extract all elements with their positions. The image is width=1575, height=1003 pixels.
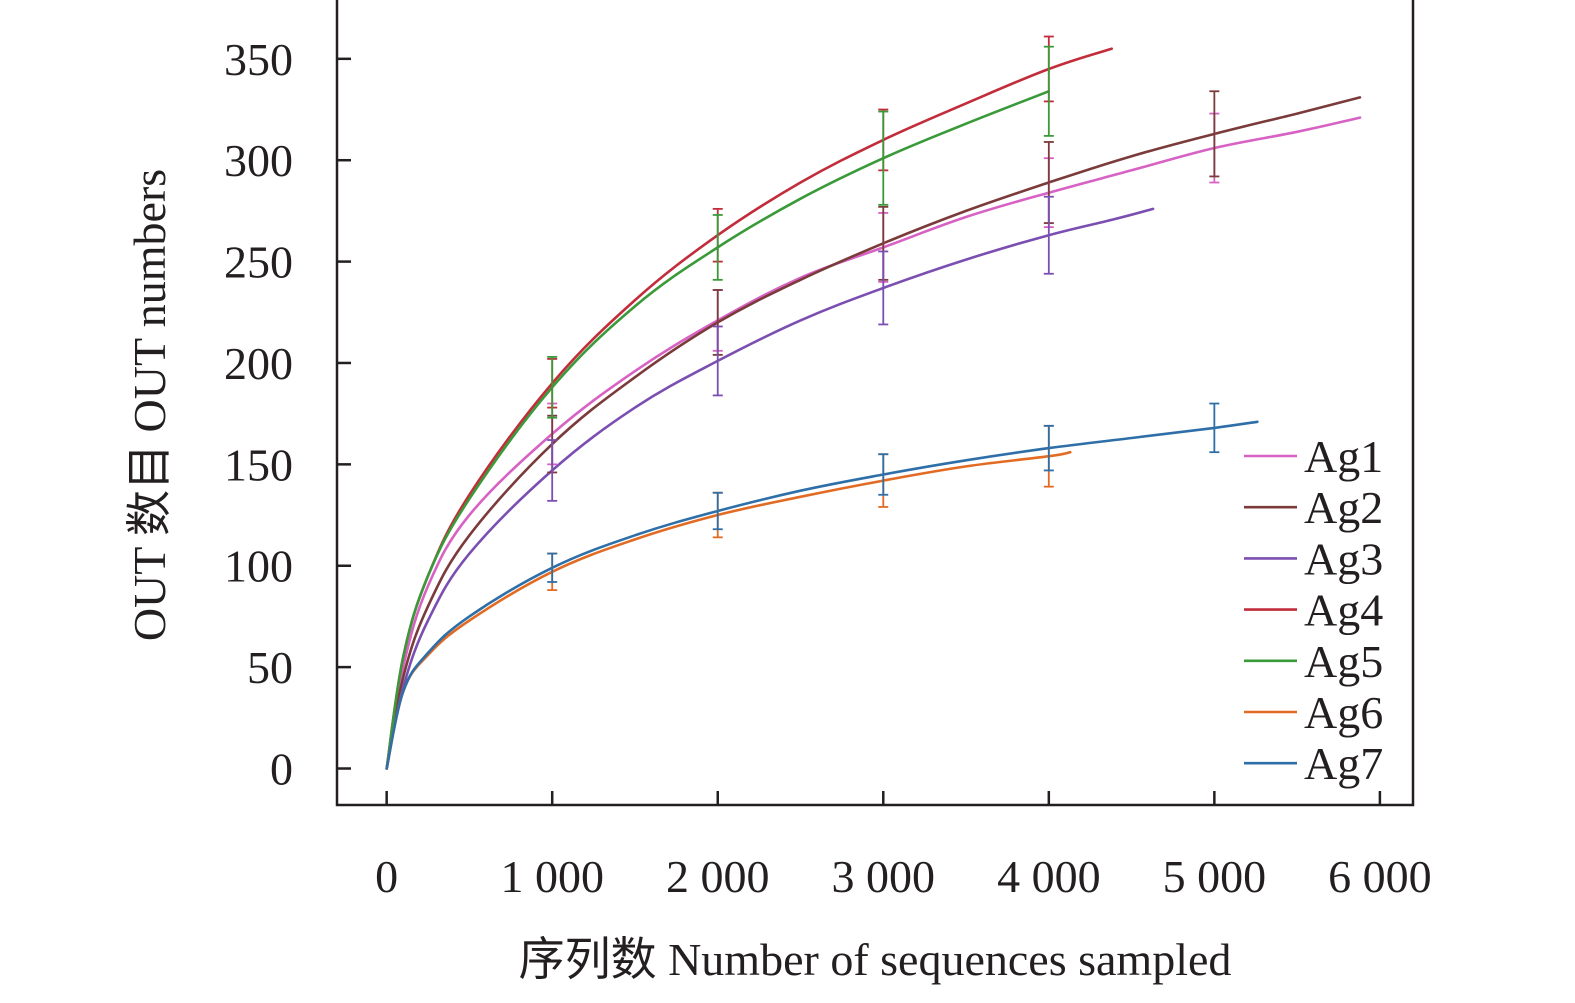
series-line-ag3 — [385, 207, 1155, 770]
y-tick-label: 150 — [224, 439, 293, 490]
x-tick-label: 0 — [375, 851, 398, 902]
series-line-ag1 — [385, 116, 1362, 770]
error-bar-ag7 — [1209, 402, 1220, 454]
legend-label: Ag5 — [1304, 636, 1383, 687]
error-bar-layer — [547, 35, 1220, 591]
x-tick-label: 5 000 — [1163, 851, 1267, 902]
error-bar-ag7 — [547, 552, 558, 583]
legend-label: Ag1 — [1304, 431, 1383, 482]
legend-item-ag5: Ag5 — [1244, 636, 1383, 687]
y-tick-label: 250 — [224, 237, 293, 288]
error-bar-ag5 — [547, 355, 558, 419]
x-tick-label: 3 000 — [832, 851, 936, 902]
x-tick-label: 6 000 — [1328, 851, 1432, 902]
error-bar-ag7 — [878, 453, 889, 496]
legend-label: Ag6 — [1304, 687, 1383, 738]
error-bar-ag5 — [712, 214, 723, 281]
legend-item-ag2: Ag2 — [1244, 482, 1383, 533]
tick-labels: 0 50 100 150 200 250 300 350 0 1 000 2 000 3 000 4 0… — [224, 34, 1432, 902]
error-bar-ag3 — [547, 439, 558, 502]
series-line-ag6 — [385, 450, 1072, 770]
y-tick-label: 350 — [224, 34, 293, 85]
legend-label: Ag3 — [1304, 533, 1383, 584]
error-bar-ag2 — [1209, 90, 1220, 178]
error-bar-ag5 — [1043, 45, 1054, 137]
series-layer — [385, 47, 1362, 770]
y-tick-label: 300 — [224, 135, 293, 186]
series-line-ag2 — [385, 96, 1362, 770]
error-bar-ag3 — [1043, 195, 1054, 275]
series-line-ag7 — [385, 420, 1259, 770]
error-bar-ag5 — [878, 110, 889, 206]
error-bar-ag3 — [878, 250, 889, 326]
legend-item-ag3: Ag3 — [1244, 533, 1383, 584]
legend-label: Ag2 — [1304, 482, 1383, 533]
series-line-ag5 — [385, 90, 1051, 770]
y-tick-label: 100 — [224, 541, 293, 592]
legend-label: Ag7 — [1304, 738, 1383, 789]
x-tick-label: 1 000 — [500, 851, 604, 902]
error-bar-ag3 — [712, 325, 723, 397]
tick-marks — [337, 57, 1382, 805]
legend-label: Ag4 — [1304, 585, 1383, 636]
legend-item-ag6: Ag6 — [1244, 687, 1383, 738]
x-tick-label: 4 000 — [997, 851, 1101, 902]
x-axis-title: 序列数 Number of sequences sampled — [519, 934, 1232, 985]
x-tick-label: 2 000 — [666, 851, 770, 902]
legend-item-ag4: Ag4 — [1244, 585, 1383, 636]
error-bar-ag7 — [1043, 424, 1054, 472]
y-axis-title: OUT 数目 OUT numbers — [124, 169, 175, 641]
y-tick-label: 50 — [247, 642, 293, 693]
legend-item-ag1: Ag1 — [1244, 431, 1383, 482]
legend-item-ag7: Ag7 — [1244, 738, 1383, 789]
y-tick-label: 200 — [224, 338, 293, 389]
plot-frame — [335, 0, 1415, 807]
error-bar-ag7 — [712, 491, 723, 531]
y-tick-label: 0 — [270, 744, 293, 795]
series-line-ag4 — [385, 47, 1113, 770]
